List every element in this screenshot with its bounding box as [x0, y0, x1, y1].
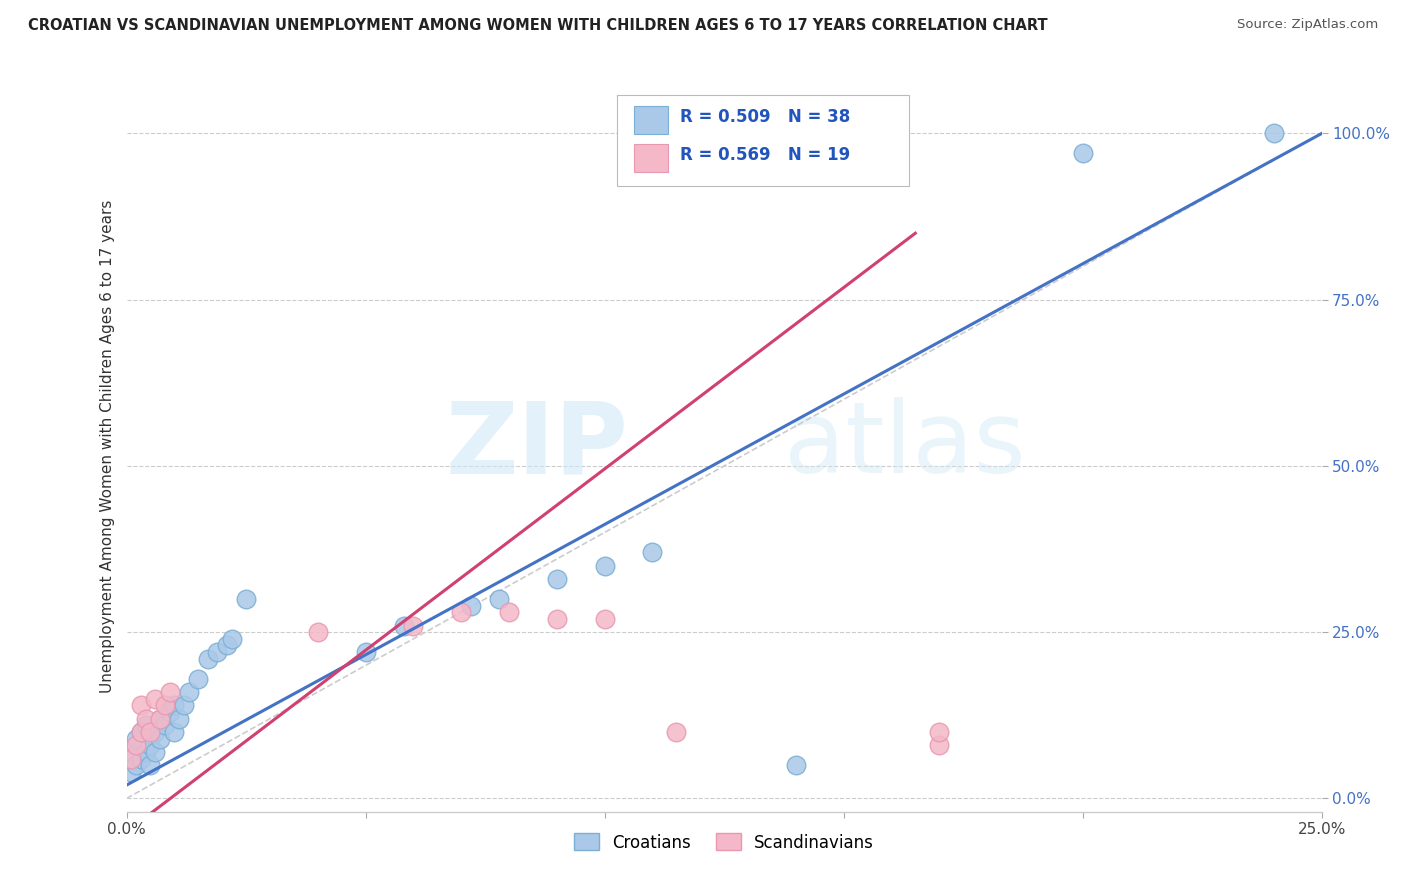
Point — [149, 712, 172, 726]
Point — [498, 605, 520, 619]
Point — [221, 632, 243, 646]
Point — [129, 725, 152, 739]
Point — [1071, 146, 1094, 161]
Point — [153, 698, 176, 713]
Point — [354, 645, 377, 659]
Point — [928, 725, 950, 739]
Point — [546, 572, 568, 586]
Point — [135, 718, 157, 732]
Point — [129, 698, 152, 713]
Text: atlas: atlas — [785, 398, 1025, 494]
Point — [402, 618, 425, 632]
Point — [120, 745, 142, 759]
Y-axis label: Unemployment Among Women with Children Ages 6 to 17 years: Unemployment Among Women with Children A… — [100, 199, 115, 693]
Point — [593, 612, 616, 626]
Point — [928, 738, 950, 752]
Point — [149, 712, 172, 726]
Point — [143, 745, 166, 759]
Bar — [634, 106, 668, 134]
Point — [460, 599, 482, 613]
Point — [167, 712, 190, 726]
Point — [177, 685, 200, 699]
Legend: Croatians, Scandinavians: Croatians, Scandinavians — [567, 827, 882, 858]
Text: Source: ZipAtlas.com: Source: ZipAtlas.com — [1237, 18, 1378, 31]
Point — [159, 685, 181, 699]
Point — [129, 725, 152, 739]
Point — [197, 652, 219, 666]
Point — [153, 718, 176, 732]
Point — [665, 725, 688, 739]
Point — [235, 591, 257, 606]
Text: CROATIAN VS SCANDINAVIAN UNEMPLOYMENT AMONG WOMEN WITH CHILDREN AGES 6 TO 17 YEA: CROATIAN VS SCANDINAVIAN UNEMPLOYMENT AM… — [28, 18, 1047, 33]
Point — [450, 605, 472, 619]
Text: R = 0.569   N = 19: R = 0.569 N = 19 — [681, 146, 851, 164]
Point — [215, 639, 238, 653]
Point — [143, 725, 166, 739]
Point — [143, 691, 166, 706]
Point — [1263, 127, 1285, 141]
Point — [207, 645, 229, 659]
Point — [163, 725, 186, 739]
Point — [785, 758, 807, 772]
Point — [120, 764, 142, 779]
Point — [129, 751, 152, 765]
Point — [163, 698, 186, 713]
Point — [139, 738, 162, 752]
Point — [307, 625, 329, 640]
Text: R = 0.509   N = 38: R = 0.509 N = 38 — [681, 108, 851, 126]
Point — [139, 725, 162, 739]
Point — [593, 558, 616, 573]
Point — [392, 618, 415, 632]
Point — [546, 612, 568, 626]
Point — [641, 545, 664, 559]
Point — [135, 712, 157, 726]
Point — [135, 745, 157, 759]
Point — [173, 698, 195, 713]
Point — [125, 731, 148, 746]
Point — [488, 591, 510, 606]
Point — [159, 705, 181, 719]
Point — [120, 751, 142, 765]
FancyBboxPatch shape — [616, 95, 910, 186]
Point — [139, 758, 162, 772]
Bar — [634, 144, 668, 171]
Point — [125, 758, 148, 772]
Point — [149, 731, 172, 746]
Point — [125, 738, 148, 752]
Point — [187, 672, 209, 686]
Text: ZIP: ZIP — [446, 398, 628, 494]
